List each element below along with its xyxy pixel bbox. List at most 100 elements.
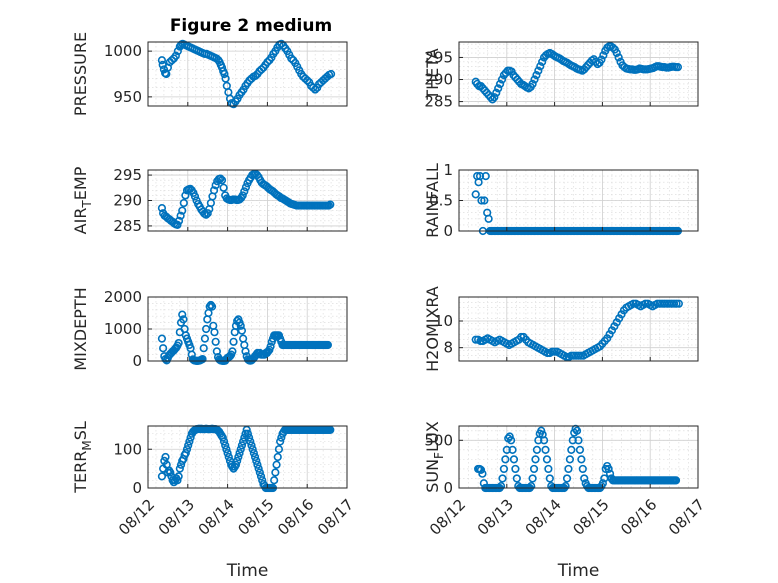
data-point: [173, 220, 182, 229]
data-point: [174, 216, 184, 225]
data-point: [608, 43, 618, 52]
y-tick-label: 1000: [104, 42, 142, 60]
data-point: [564, 464, 573, 474]
y-tick-label: 0: [132, 479, 142, 497]
data-point: [309, 83, 318, 92]
data-point: [207, 302, 217, 311]
data-point: [532, 71, 541, 80]
x-axis-label: Time: [226, 561, 269, 581]
y-axis-label: PRESSURE: [71, 32, 90, 116]
data-point: [614, 53, 623, 62]
data-point: [276, 437, 285, 446]
x-tick-label: 08/13: [155, 496, 198, 539]
data-point: [255, 468, 264, 477]
data-point: [159, 344, 168, 353]
data-point: [179, 315, 188, 324]
data-point: [182, 445, 192, 454]
data-point: [237, 326, 247, 335]
data-point: [492, 88, 501, 97]
data-point: [173, 476, 182, 485]
subplot-pressure: 950 1000 PRESSURE: [71, 32, 348, 116]
data-point: [538, 57, 547, 66]
y-axis-label-main: AIR: [71, 208, 90, 235]
y-tick-label: 500: [424, 431, 453, 449]
y-axis-label-main: H2OMIXRA: [423, 286, 442, 372]
data-point: [498, 474, 507, 483]
data-point: [200, 334, 210, 343]
data-point: [477, 196, 486, 205]
data-point: [574, 436, 583, 445]
data-point: [211, 181, 220, 190]
data-point: [251, 71, 260, 80]
data-point: [326, 200, 335, 209]
data-point: [610, 322, 619, 331]
data-point: [246, 437, 255, 446]
data-point: [210, 328, 219, 337]
y-axis-label: TERRMSL: [71, 421, 94, 494]
data-point: [509, 455, 519, 464]
data-point: [273, 452, 282, 462]
data-point: [481, 172, 490, 181]
data-point: [238, 191, 247, 200]
data-point: [494, 84, 503, 93]
data-point: [157, 204, 167, 213]
data-point: [605, 330, 614, 339]
data-point: [617, 310, 626, 319]
data-point: [244, 433, 254, 442]
y-axis-label-subscript: T: [80, 200, 94, 209]
data-point: [236, 445, 245, 454]
data-point: [508, 445, 517, 454]
data-point: [237, 441, 247, 450]
x-tick-label: 08/17: [665, 496, 708, 539]
data-point: [502, 445, 511, 454]
data-point: [224, 452, 233, 462]
data-point: [209, 186, 219, 195]
y-tick-label: 0: [443, 479, 453, 497]
data-point: [181, 449, 190, 458]
y-axis-label-main: TERR: [71, 451, 90, 494]
y-axis-label-subscript: M: [80, 440, 94, 450]
axes-border-pressure: [147, 41, 348, 107]
data-point: [247, 441, 256, 450]
data-point: [252, 456, 261, 465]
y-axis-label: AIRTEMP: [71, 166, 94, 234]
y-tick-label: 290: [424, 71, 453, 89]
data-point: [229, 337, 238, 346]
y-axis-label-main: RAINFALL: [423, 163, 442, 238]
axes-border-theta: [458, 41, 699, 107]
data-point: [198, 354, 207, 364]
data-point: [480, 196, 489, 205]
data-point: [220, 69, 229, 79]
data-point: [219, 183, 228, 192]
data-point: [561, 481, 570, 491]
data-point: [541, 445, 550, 454]
data-point: [499, 464, 509, 474]
data-point: [243, 429, 252, 438]
data-point: [539, 436, 549, 445]
data-point: [178, 310, 187, 319]
data-point: [599, 51, 608, 60]
y-axis-label-rest: LUX: [423, 421, 442, 452]
y-axis-label-rest: SL: [71, 421, 90, 440]
data-point: [511, 464, 520, 474]
data-point: [287, 54, 296, 63]
data-point: [497, 75, 507, 84]
data-point: [603, 334, 612, 343]
data-point: [248, 445, 257, 454]
data-point: [512, 474, 521, 483]
data-point: [488, 95, 497, 104]
y-axis-label-rest: EMP: [71, 166, 90, 200]
data-point: [544, 464, 553, 474]
data-point: [674, 299, 683, 308]
data-point: [202, 324, 211, 334]
data-point: [263, 58, 272, 67]
y-axis-label: H2OMIXRA: [423, 286, 442, 372]
data-point: [271, 468, 280, 477]
data-point: [604, 464, 613, 474]
data-point: [161, 452, 170, 462]
data-point: [233, 456, 242, 465]
data-point: [326, 425, 335, 434]
